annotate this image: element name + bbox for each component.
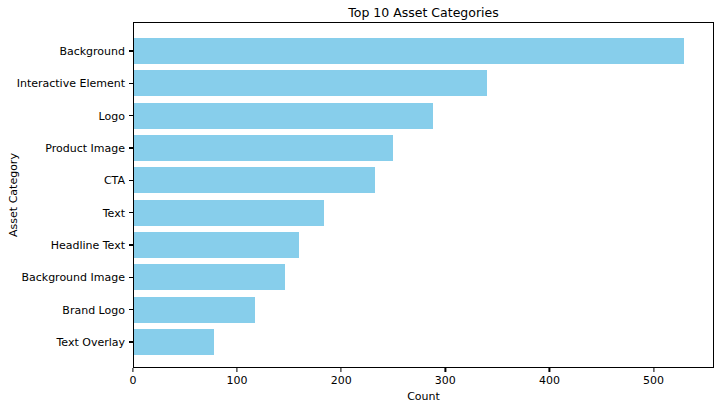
y-tick-label-brand-logo: Brand Logo (62, 303, 125, 316)
bar-headline-text (134, 232, 299, 258)
y-tick-label-interactive-element: Interactive Element (17, 77, 125, 90)
y-axis-label: Asset Category (7, 153, 20, 237)
x-tick-mark (341, 368, 342, 372)
x-tick-label-300: 300 (435, 374, 456, 387)
y-tick-mark (129, 50, 133, 51)
chart-row-background: Background (134, 38, 713, 64)
y-tick-label-text: Text (103, 206, 125, 219)
x-tick-mark (549, 368, 550, 372)
bar-brand-logo (134, 297, 255, 323)
x-tick-label-0: 0 (130, 374, 137, 387)
y-tick-mark (129, 83, 133, 84)
bar-text (134, 200, 324, 226)
x-axis-ticks: 0 100 200 300 400 500 (133, 368, 714, 390)
chart-row-logo: Logo (134, 103, 713, 129)
bar-text-overlay (134, 329, 214, 355)
x-axis-label: Count (133, 390, 714, 403)
x-tick-label-100: 100 (227, 374, 248, 387)
y-tick-label-background: Background (59, 45, 125, 58)
x-tick-mark (445, 368, 446, 372)
chart-row-product-image: Product Image (134, 135, 713, 161)
x-tick-mark (237, 368, 238, 372)
chart-row-background-image: Background Image (134, 264, 713, 290)
bar-cta (134, 167, 375, 193)
x-tick-mark (132, 368, 133, 372)
x-tick-label-400: 400 (539, 374, 560, 387)
y-tick-mark (129, 277, 133, 278)
y-tick-mark (129, 147, 133, 148)
y-tick-mark (129, 309, 133, 310)
y-tick-mark (129, 115, 133, 116)
bar-background-image (134, 264, 285, 290)
bar-interactive-element (134, 70, 487, 96)
bar-logo (134, 103, 433, 129)
y-tick-label-text-overlay: Text Overlay (56, 335, 125, 348)
y-tick-label-logo: Logo (99, 109, 125, 122)
chart-title: Top 10 Asset Categories (133, 5, 714, 20)
chart-row-brand-logo: Brand Logo (134, 297, 713, 323)
y-tick-label-cta: CTA (104, 174, 125, 187)
y-tick-label-product-image: Product Image (45, 141, 125, 154)
y-tick-label-background-image: Background Image (21, 271, 125, 284)
chart-row-headline-text: Headline Text (134, 232, 713, 258)
y-tick-mark (129, 341, 133, 342)
chart-row-text: Text (134, 200, 713, 226)
y-tick-mark (129, 212, 133, 213)
plot-area: Background Interactive Element Logo Product… (133, 22, 714, 368)
chart-row-interactive-element: Interactive Element (134, 70, 713, 96)
figure: Top 10 Asset Categories Asset Category B… (0, 0, 720, 410)
bar-rows: Background Interactive Element Logo Product… (134, 23, 713, 367)
x-tick-label-500: 500 (643, 374, 664, 387)
x-tick-mark (653, 368, 654, 372)
bar-background (134, 38, 684, 64)
bar-product-image (134, 135, 393, 161)
x-tick-label-200: 200 (331, 374, 352, 387)
chart-row-cta: CTA (134, 167, 713, 193)
y-tick-mark (129, 244, 133, 245)
chart-row-text-overlay: Text Overlay (134, 329, 713, 355)
y-tick-label-headline-text: Headline Text (51, 238, 125, 251)
y-tick-mark (129, 180, 133, 181)
